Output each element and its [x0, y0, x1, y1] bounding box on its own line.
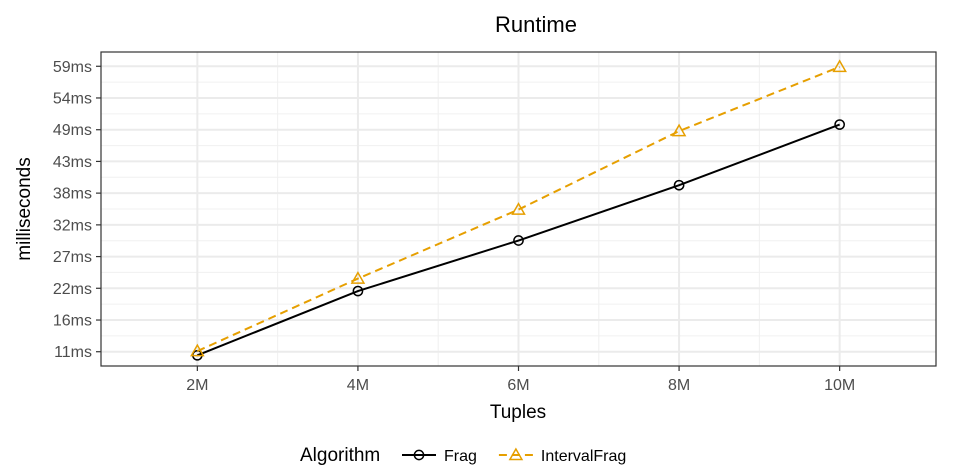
y-tick-label: 43ms — [53, 154, 92, 171]
x-tick-label: 10M — [824, 377, 855, 394]
legend-key-intervalfrag — [498, 447, 533, 461]
legend-marker — [413, 449, 425, 461]
x-tick-label: 8M — [668, 377, 690, 394]
y-tick-label: 27ms — [53, 249, 92, 266]
series-intervalfrag — [190, 59, 847, 357]
grid — [101, 52, 936, 366]
data-point-intervalfrag — [190, 343, 205, 357]
data-point-frag — [673, 179, 685, 191]
y-axis-title: milliseconds — [14, 157, 35, 260]
y-tick-label: 32ms — [53, 217, 92, 234]
series-line-intervalfrag — [196, 65, 841, 353]
data-point-intervalfrag — [511, 202, 526, 215]
series-layer — [190, 59, 847, 361]
chart-title: Runtime — [495, 12, 577, 37]
data-point-intervalfrag — [350, 271, 366, 284]
x-tick-label: 4M — [347, 377, 369, 394]
y-tick-label: 49ms — [53, 122, 92, 139]
legend-marker — [508, 447, 524, 461]
y-tick-label: 11ms — [54, 344, 92, 361]
y-tick-label: 59ms — [53, 59, 92, 76]
y-tick-label: 54ms — [53, 90, 92, 107]
data-point-frag — [513, 235, 524, 246]
legend: Algorithm Frag IntervalFrag — [300, 445, 626, 466]
axis-ticks: 11ms 16ms 22ms 27ms 32ms 38ms 43ms 49ms 54ms 59ms… — [53, 59, 855, 394]
legend-label-frag: Frag — [444, 448, 477, 465]
data-point-intervalfrag — [832, 59, 847, 73]
legend-label-intervalfrag: IntervalFrag — [541, 448, 626, 465]
data-point-frag — [352, 285, 364, 297]
legend-key-frag — [402, 449, 436, 461]
y-tick-label: 22ms — [53, 281, 92, 298]
series-line-frag — [196, 123, 841, 357]
y-tick-label: 16ms — [53, 313, 92, 330]
y-tick-label: 38ms — [53, 186, 92, 203]
x-tick-label: 6M — [507, 377, 529, 394]
legend-title: Algorithm — [300, 445, 380, 466]
x-axis-title: Tuples — [490, 402, 546, 423]
x-tick-label: 2M — [186, 377, 208, 394]
data-point-frag — [834, 119, 846, 130]
data-point-intervalfrag — [671, 123, 687, 137]
